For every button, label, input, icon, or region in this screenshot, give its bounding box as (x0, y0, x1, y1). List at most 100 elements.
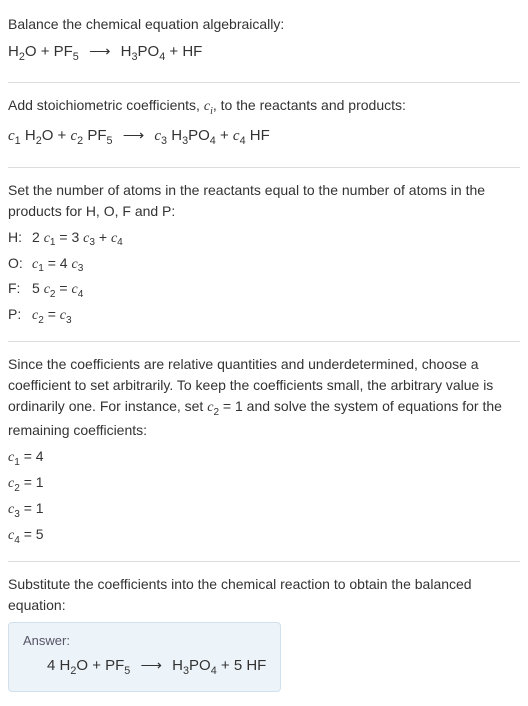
atom-label: P: (8, 303, 32, 329)
divider (8, 341, 520, 342)
coef-sub: 4 (14, 535, 20, 546)
balance-intro-text: Balance the chemical equation algebraica… (8, 14, 520, 35)
solve-intro-text: Since the coefficients are relative quan… (8, 354, 520, 441)
coef-sub: 3 (161, 135, 167, 147)
stoich-intro-text: Add stoichiometric coefficients, ci, to … (8, 95, 520, 119)
coef-row: c4 = 5 (8, 523, 520, 549)
atom-eq: 2 c1 = 3 c3 + c4 (32, 226, 123, 252)
eq-sub: 2 (70, 665, 76, 677)
text: = (44, 306, 60, 322)
text: 2 (32, 229, 44, 245)
eq-text: PO (138, 43, 160, 60)
atom-eq: c2 = c3 (32, 303, 72, 329)
coef-sub: 2 (77, 135, 83, 147)
eq-text: PF (83, 127, 106, 144)
section-solve: Since the coefficients are relative quan… (8, 346, 520, 557)
coef-var: c (71, 257, 77, 272)
eq-sub: 2 (36, 135, 42, 147)
eq-sub: 4 (159, 51, 165, 63)
reaction-arrow-icon: ⟶ (123, 123, 145, 149)
eq-text: O + (42, 127, 71, 144)
eq-text: H (21, 127, 36, 144)
atom-equation-table: H: 2 c1 = 3 c3 + c4 O: c1 = 4 c3 F: 5 c2… (8, 226, 520, 330)
coef-sub: 4 (78, 289, 84, 300)
eq-text: H (167, 127, 182, 144)
answer-label: Answer: (23, 633, 266, 648)
coef-val: = 1 (20, 474, 44, 490)
eq-text: + (216, 127, 233, 144)
atom-label: H: (8, 226, 32, 252)
section-balance-intro: Balance the chemical equation algebraica… (8, 6, 520, 78)
coef-sub: 3 (78, 263, 84, 274)
coef-var: c (71, 282, 77, 297)
coef-equation: c1 H2O + c2 PF5 ⟶ c3 H3PO4 + c4 HF (8, 123, 520, 150)
atom-label: F: (8, 277, 32, 303)
atom-row-f: F: 5 c2 = c4 (8, 277, 520, 303)
eq-text: H (172, 657, 183, 674)
eq-text: PO (188, 127, 210, 144)
coef-var: c (44, 231, 50, 246)
eq-sub: 4 (211, 665, 217, 677)
eq-sub: 2 (19, 51, 25, 63)
coef-sub: 3 (89, 237, 95, 248)
coef-sub: 1 (15, 135, 21, 147)
unbalanced-equation: H2O + PF5 ⟶ H3PO4 + HF (8, 39, 520, 66)
coef-var: c (233, 128, 240, 144)
reaction-arrow-icon: ⟶ (140, 656, 162, 674)
section-substitute: Substitute the coefficients into the che… (8, 566, 520, 700)
coef-val: = 1 (20, 500, 44, 516)
coef-sub: 3 (66, 315, 72, 326)
reaction-arrow-icon: ⟶ (89, 39, 111, 65)
text: 5 (32, 280, 44, 296)
eq-sub: 5 (107, 135, 113, 147)
coef-var: c (8, 128, 15, 144)
coef-sub: 4 (117, 237, 123, 248)
text: = (56, 280, 72, 296)
text: = 4 (44, 255, 72, 271)
coef-row: c3 = 1 (8, 497, 520, 523)
eq-text: + HF (165, 43, 202, 60)
coef-var: c (44, 282, 50, 297)
coef-sub: i (210, 106, 213, 117)
eq-text: H (8, 43, 19, 60)
eq-sub: 3 (183, 665, 189, 677)
eq-sub: 3 (182, 135, 188, 147)
coef-sub: 3 (14, 509, 20, 520)
coef-sub: 2 (38, 315, 44, 326)
eq-text: PO (189, 657, 211, 674)
coef-sub: 4 (240, 135, 246, 147)
eq-text: HF (246, 127, 270, 144)
eq-sub: 5 (124, 665, 130, 677)
text: Add stoichiometric coefficients, (8, 97, 204, 113)
coef-sub: 1 (14, 457, 20, 468)
atom-row-o: O: c1 = 4 c3 (8, 252, 520, 278)
eq-text: + 5 HF (217, 657, 267, 674)
coef-sub: 2 (213, 407, 219, 418)
section-atom-equations: Set the number of atoms in the reactants… (8, 172, 520, 338)
coef-row: c1 = 4 (8, 445, 520, 471)
atom-eq: c1 = 4 c3 (32, 252, 83, 278)
coef-val: = 5 (20, 526, 44, 542)
eq-text: O + PF (25, 43, 73, 60)
coef-sub: 1 (50, 237, 56, 248)
coef-sub: 2 (50, 289, 56, 300)
substitute-intro-text: Substitute the coefficients into the che… (8, 574, 520, 616)
coef-row: c2 = 1 (8, 471, 520, 497)
divider (8, 167, 520, 168)
eq-text: O + PF (76, 657, 124, 674)
atom-row-h: H: 2 c1 = 3 c3 + c4 (8, 226, 520, 252)
text: = 3 (56, 229, 84, 245)
eq-sub: 3 (132, 51, 138, 63)
coef-solution-list: c1 = 4 c2 = 1 c3 = 1 c4 = 5 (8, 445, 520, 549)
eq-text: H (121, 43, 132, 60)
coef-sub: 2 (14, 483, 20, 494)
coef-val: = 4 (20, 448, 44, 464)
atom-label: O: (8, 252, 32, 278)
text: , to the reactants and products: (213, 97, 406, 113)
eq-sub: 5 (73, 51, 79, 63)
divider (8, 82, 520, 83)
atom-eq: 5 c2 = c4 (32, 277, 83, 303)
atom-row-p: P: c2 = c3 (8, 303, 520, 329)
eq-text: 4 H (47, 657, 70, 674)
text: + (95, 229, 111, 245)
